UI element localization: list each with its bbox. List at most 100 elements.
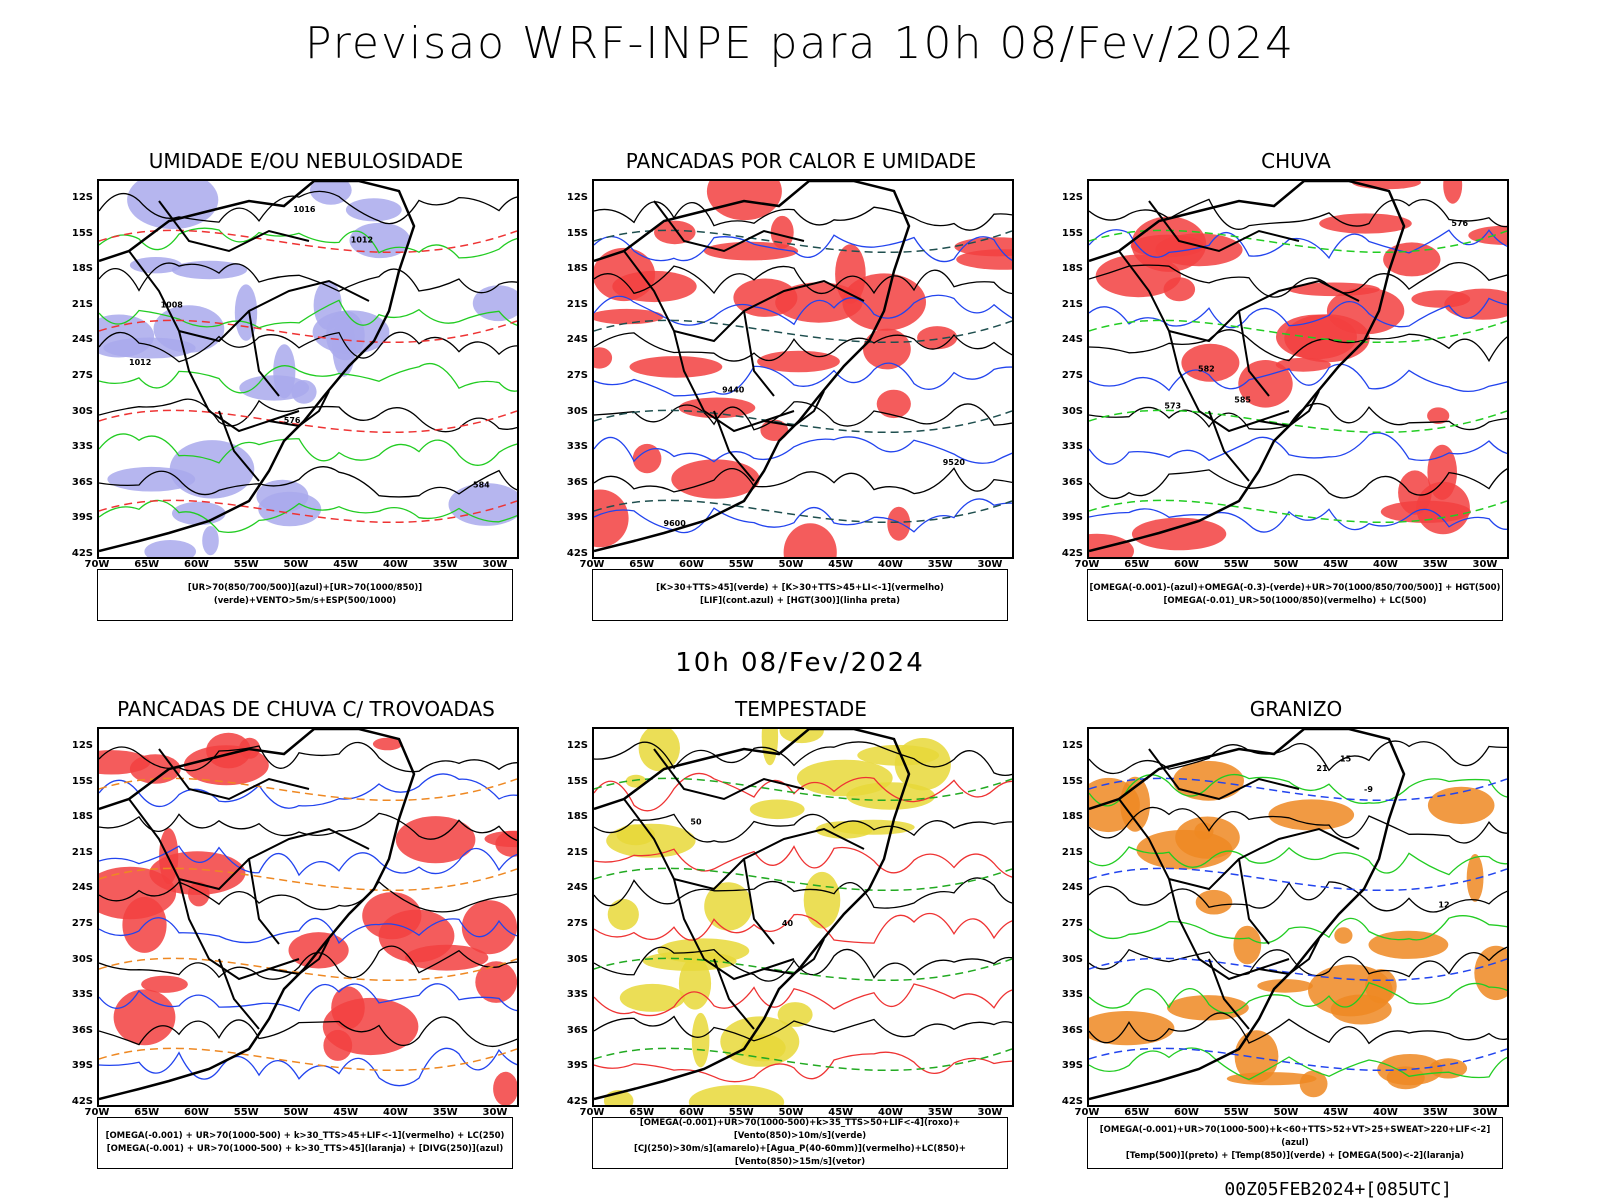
lon-tick-label: 70W — [84, 559, 110, 570]
legend-box: [OMEGA(-0.001)-(azul)+OMEGA(-0.3)-(verde… — [1087, 569, 1503, 621]
contour-line — [594, 1015, 1012, 1042]
legend-box: [OMEGA(-0.001)+UR>70(1000-500)+k<60+TTS>… — [1087, 1117, 1503, 1169]
lon-tick-label: 70W — [579, 559, 605, 570]
run-timestamp: 00Z05FEB2024+[085UTC] — [1224, 1179, 1452, 1200]
contour-line — [99, 812, 517, 841]
lat-tick-label: 39S — [566, 1060, 588, 1072]
shaded-area — [703, 241, 799, 261]
contour-line — [1089, 740, 1507, 775]
lon-tick-label: 35W — [927, 1107, 953, 1118]
lat-tick-label: 39S — [71, 1060, 93, 1072]
map-canvas: 40 50 — [594, 729, 1012, 1105]
shaded-area — [1466, 854, 1484, 902]
lat-tick-label: 30S — [71, 953, 93, 965]
lon-tick-label: 40W — [1373, 559, 1398, 570]
contour-line — [1089, 508, 1507, 533]
contour-label: 582 — [1198, 364, 1215, 373]
lat-tick-label: 42S — [1061, 548, 1083, 559]
shaded-area — [1443, 181, 1463, 204]
lon-tick-label: 30W — [977, 1107, 1003, 1118]
forecast-map: 21 15 12 -9 — [1087, 727, 1509, 1107]
dashed-isoline — [99, 319, 517, 344]
lat-tick-label: 42S — [71, 548, 93, 559]
shaded-area — [1275, 357, 1331, 372]
lon-tick-label: 35W — [1422, 559, 1448, 570]
contour-line — [1089, 403, 1507, 431]
shaded-area — [760, 419, 789, 441]
contour-label: 15 — [1340, 755, 1352, 764]
contour-line — [594, 877, 1012, 909]
contour-line — [99, 299, 517, 329]
contour-line — [594, 741, 1012, 776]
shaded-area — [362, 892, 422, 940]
lon-tick-label: 30W — [1472, 1107, 1498, 1118]
dashed-isoline — [594, 319, 1012, 344]
dashed-isoline — [99, 867, 517, 892]
lon-tick-label: 50W — [1273, 559, 1299, 570]
contour-line — [99, 433, 517, 466]
lat-tick-label: 21S — [566, 298, 588, 310]
map-canvas: 1012 1016 1012 1008 576 584 — [99, 181, 517, 557]
shaded-area — [1330, 994, 1392, 1025]
lon-tick-label: 30W — [482, 1107, 508, 1118]
contour-line — [594, 1051, 1012, 1083]
lat-tick-label: 27S — [71, 370, 93, 381]
shaded-area — [1299, 1070, 1328, 1098]
legend-line: [K>30+TTS>45](verde) + [K>30+TTS>45+LI<-… — [656, 583, 944, 593]
contour-line — [1089, 198, 1507, 230]
contour-line — [1089, 806, 1507, 844]
lon-tick-label: 65W — [1124, 1107, 1150, 1118]
lat-tick-label: 21S — [71, 298, 93, 310]
shaded-area — [632, 443, 662, 474]
contour-label: 585 — [1234, 395, 1251, 404]
shaded-area — [917, 326, 958, 350]
lat-tick-label: 30S — [71, 405, 93, 417]
contour-line — [1089, 1047, 1507, 1081]
shaded-area — [349, 222, 411, 259]
panel-title: GRANIZO — [1249, 697, 1343, 721]
lat-tick-label: 36S — [566, 476, 588, 488]
lat-tick-label: 36S — [71, 1024, 93, 1036]
map-canvas — [99, 729, 517, 1105]
lat-tick-label: 18S — [566, 811, 588, 823]
forecast-map: 9600 9520 9440 — [592, 179, 1014, 559]
lat-tick-label: 27S — [566, 370, 588, 381]
contour-label: 576 — [284, 416, 301, 425]
lon-tick-label: 40W — [1373, 1107, 1398, 1118]
lat-tick-label: 33S — [1061, 989, 1083, 1001]
lon-tick-label: 45W — [1323, 559, 1349, 570]
shaded-area — [678, 957, 712, 1010]
dashed-isoline — [594, 1047, 1012, 1072]
lat-tick-label: 21S — [1061, 846, 1083, 858]
lat-tick-label: 42S — [1061, 1096, 1083, 1107]
shaded-area — [1268, 799, 1355, 831]
contour-line — [99, 880, 517, 913]
lon-tick-label: 55W — [728, 1107, 754, 1118]
lat-tick-label: 36S — [1061, 476, 1083, 488]
lat-tick-label: 12S — [566, 740, 588, 751]
lon-tick-label: 40W — [878, 1107, 903, 1118]
shaded-area — [691, 1012, 710, 1068]
lon-tick-label: 60W — [1174, 1107, 1199, 1118]
contour-line — [99, 262, 517, 294]
dashed-isoline — [1089, 319, 1507, 344]
contour-line — [99, 983, 517, 1012]
shaded-area — [704, 882, 753, 931]
forecast-map: 582 585 576 573 — [1087, 179, 1509, 559]
lat-tick-label: 27S — [71, 918, 93, 929]
shaded-area — [1120, 776, 1150, 832]
legend-line: [LIF](cont.azul) + [HGT(300)](linha pret… — [699, 596, 901, 606]
lat-tick-label: 21S — [566, 846, 588, 858]
legend-line: [Temp(500)](preto) + [Temp(850)](verde) … — [1125, 1150, 1465, 1161]
lon-tick-label: 45W — [1323, 1107, 1349, 1118]
contour-line — [1089, 981, 1507, 1014]
shaded-area — [1089, 1011, 1175, 1046]
contour-line — [99, 945, 517, 980]
shaded-area — [1474, 945, 1507, 1001]
lon-tick-label: 60W — [184, 559, 209, 570]
shaded-area — [99, 750, 151, 775]
contour-line — [594, 498, 1012, 534]
shaded-area — [1233, 925, 1262, 965]
dashed-isoline — [1089, 867, 1507, 892]
lat-tick-label: 39S — [71, 512, 93, 524]
